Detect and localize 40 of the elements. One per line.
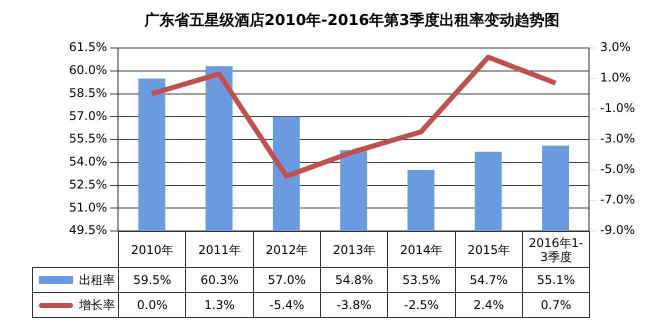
x-tick-label: 2014年 xyxy=(400,242,443,256)
y2-tick-label: -1.0% xyxy=(600,101,636,116)
x-tick-label: 2015年 xyxy=(467,242,510,256)
y2-tick-label: 3.0% xyxy=(600,40,631,54)
y2-tick-label: -9.0% xyxy=(600,223,636,238)
data-label: 57.0% xyxy=(268,273,306,287)
x-tick-label: 2011年 xyxy=(198,242,241,256)
y-tick-label: 54.0% xyxy=(68,154,108,168)
x-tick-label: 2010年 xyxy=(130,242,174,256)
data-label: 2.4% xyxy=(473,298,504,312)
y-tick-label: 57.0% xyxy=(68,108,108,123)
data-label: -2.5% xyxy=(404,298,439,312)
x-tick-label: 2016年1-3季度 xyxy=(528,236,584,264)
y-tick-label: 55.5% xyxy=(68,132,108,146)
data-label: 53.5% xyxy=(402,273,440,287)
data-label: 54.7% xyxy=(470,273,508,287)
data-label: -5.4% xyxy=(269,298,304,312)
y-tick-label: 61.5% xyxy=(68,40,108,54)
data-label: 59.5% xyxy=(133,273,172,287)
y2-tick-label: -7.0% xyxy=(600,192,636,207)
x-tick-label: 2012年 xyxy=(266,242,308,256)
x-tick-label: 2013年 xyxy=(332,242,376,256)
data-label: 0.0% xyxy=(137,298,168,312)
legend-label: 出租率 xyxy=(79,273,115,287)
data-label: 1.3% xyxy=(204,298,235,312)
y2-tick-label: -5.0% xyxy=(600,162,636,176)
data-label: 0.7% xyxy=(540,298,572,312)
data-label: 54.8% xyxy=(335,273,374,287)
y-tick-label: 49.5% xyxy=(68,223,108,238)
y-tick-label: 58.5% xyxy=(68,86,108,100)
y2-tick-label: 1.0% xyxy=(600,70,631,85)
data-label: -3.8% xyxy=(336,298,372,312)
y2-tick-label: -3.0% xyxy=(600,132,636,146)
y-tick-label: 60.0% xyxy=(68,63,108,77)
legend-label: 增长率 xyxy=(79,298,115,312)
data-label: 60.3% xyxy=(200,273,239,287)
data-label: 55.1% xyxy=(536,273,576,287)
y-tick-label: 52.5% xyxy=(68,177,108,192)
chart-title: 广东省五星级酒店2010年-2016年第3季度出租率变动趋势图 xyxy=(143,10,560,29)
y-tick-label: 51.0% xyxy=(68,200,108,214)
